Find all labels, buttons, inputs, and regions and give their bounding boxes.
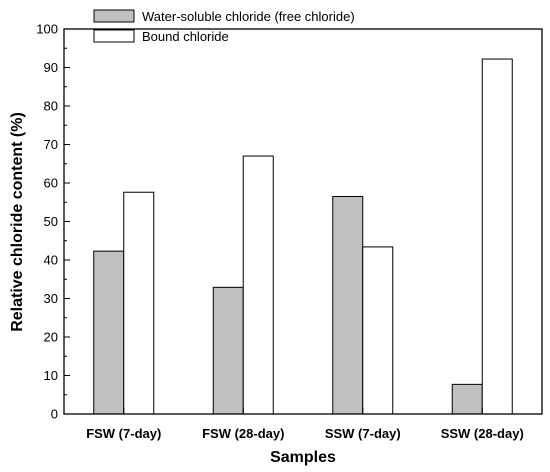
bars-layer <box>93 58 513 415</box>
y-tick-label: 50 <box>44 214 58 229</box>
bar-free-chloride <box>93 250 125 415</box>
x-category-label: FSW (28-day) <box>202 426 284 441</box>
bar-free-chloride <box>451 383 483 415</box>
y-ticks-layer: 0 10 20 30 40 50 60 70 80 90 100 <box>36 22 70 422</box>
y-tick-label: 40 <box>44 253 58 268</box>
x-category-label: SSW (7-day) <box>325 426 401 441</box>
x-category-label: SSW (28-day) <box>441 426 524 441</box>
y-tick-label: 90 <box>44 60 58 75</box>
x-axis-title: Samples <box>270 449 336 466</box>
y-tick-label: 30 <box>44 291 58 306</box>
bar-free-chloride <box>212 286 244 415</box>
legend-swatch-bound-chloride <box>93 29 135 43</box>
y-tick-label: 70 <box>44 137 58 152</box>
x-category-label: FSW (7-day) <box>86 426 161 441</box>
legend-label-bound-chloride: Bound chloride <box>142 29 229 44</box>
y-tick-label: 20 <box>44 330 58 345</box>
legend: Water-soluble chloride (free chloride) B… <box>93 9 355 44</box>
bar-free-chloride <box>332 195 364 415</box>
y-tick-label: 60 <box>44 176 58 191</box>
legend-label-free-chloride: Water-soluble chloride (free chloride) <box>142 9 355 24</box>
y-tick-label: 100 <box>36 22 58 37</box>
y-tick-label: 0 <box>51 407 58 422</box>
bar-bound-chloride <box>362 246 394 415</box>
bar-bound-chloride <box>123 191 155 415</box>
x-categories-layer: FSW (7-day) FSW (28-day) SSW (7-day) SSW (2… <box>86 408 524 441</box>
y-tick-label: 10 <box>44 368 58 383</box>
bar-bound-chloride <box>242 155 274 415</box>
y-tick-label: 80 <box>44 99 58 114</box>
y-axis-title: Relative chloride content (%) <box>9 112 26 332</box>
bar-bound-chloride <box>481 58 513 415</box>
legend-swatch-free-chloride <box>93 9 135 23</box>
